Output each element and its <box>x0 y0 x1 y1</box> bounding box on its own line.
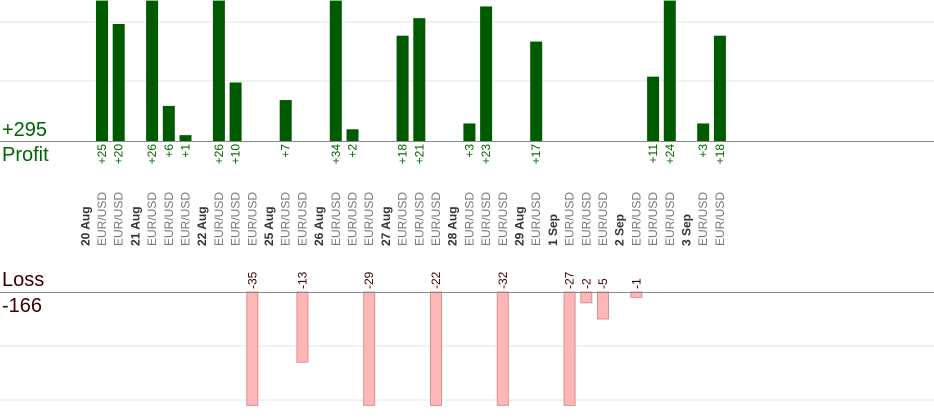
instrument-label: EUR/USD <box>95 192 109 246</box>
date-label: 28 Aug <box>446 206 460 246</box>
loss-bar <box>580 291 593 304</box>
profit-bar <box>112 24 125 141</box>
profit-value-label: +26 <box>212 144 226 165</box>
profit-bar <box>647 76 660 141</box>
profit-bar <box>396 35 409 142</box>
instrument-label: EUR/USD <box>713 192 727 246</box>
profit-bar <box>146 0 159 141</box>
loss-value-label: -29 <box>362 271 376 289</box>
profit-value-label: +10 <box>229 144 243 165</box>
loss-bar <box>430 291 442 406</box>
profit-value-label: +6 <box>162 144 176 158</box>
profit-value-label: +1 <box>179 144 193 158</box>
loss-bar <box>496 291 509 406</box>
profit-value-label: +17 <box>529 144 543 165</box>
profit-bar <box>96 0 108 141</box>
profit-bar <box>530 41 543 141</box>
profit-bar <box>346 129 359 141</box>
date-label: 27 Aug <box>379 206 393 246</box>
loss-bar <box>363 291 376 406</box>
date-label: 1 Sep <box>546 214 560 246</box>
profit-value-label: +11 <box>646 144 660 164</box>
instrument-label: EUR/USD <box>563 192 577 246</box>
instrument-label: EUR/USD <box>496 192 510 246</box>
profit-value-label: +3 <box>696 144 710 158</box>
date-label: 20 Aug <box>78 206 92 246</box>
loss-bar <box>246 291 259 406</box>
loss-value-label: -22 <box>429 271 443 289</box>
date-label: 26 Aug <box>312 206 326 246</box>
instrument-label: EUR/USD <box>179 192 193 246</box>
instrument-label: EUR/USD <box>295 192 309 246</box>
profit-bar <box>463 123 476 141</box>
loss-bar <box>563 291 576 406</box>
loss-value-label: -27 <box>563 271 577 289</box>
profit-value-label: +2 <box>346 144 360 158</box>
profit-value-label: +34 <box>329 144 343 165</box>
instrument-label: EUR/USD <box>229 192 243 246</box>
loss-value-label: -35 <box>245 271 259 289</box>
instrument-label: EUR/USD <box>245 192 259 246</box>
profit-value-label: +21 <box>412 144 426 165</box>
date-label: 29 Aug <box>513 206 527 246</box>
loss-value-label: -32 <box>496 271 510 289</box>
instrument-label: EUR/USD <box>145 192 159 246</box>
loss-label: Loss <box>2 269 45 291</box>
loss-total: -166 <box>2 295 43 317</box>
date-label: 22 Aug <box>195 206 209 246</box>
profit-bar <box>663 0 676 141</box>
profit-value-label: +18 <box>713 144 727 165</box>
instrument-label: EUR/USD <box>629 192 643 246</box>
loss-value-label: -13 <box>295 271 309 289</box>
instrument-label: EUR/USD <box>663 192 677 246</box>
date-label: 25 Aug <box>262 206 276 246</box>
profit-value-label: +25 <box>95 144 109 165</box>
profit-bar <box>229 82 242 141</box>
profit-label: Profit <box>2 144 49 166</box>
instrument-label: EUR/USD <box>429 192 443 246</box>
profit-value-label: +18 <box>396 144 410 165</box>
profit-value-label: +23 <box>479 144 493 165</box>
instrument-label: EUR/USD <box>396 192 410 246</box>
profit-bar <box>212 0 225 141</box>
profit-bar <box>480 6 493 142</box>
profit-value-label: +24 <box>663 144 677 165</box>
instrument-label: EUR/USD <box>412 192 426 246</box>
profit-value-label: +7 <box>279 144 293 158</box>
profit-value-label: +26 <box>145 144 159 165</box>
instrument-label: EUR/USD <box>279 192 293 246</box>
instrument-label: EUR/USD <box>362 192 376 246</box>
loss-bar <box>597 291 609 320</box>
instrument-label: EUR/USD <box>529 192 543 246</box>
instrument-label: EUR/USD <box>162 192 176 246</box>
profit-bar <box>179 135 192 141</box>
instrument-label: EUR/USD <box>596 192 610 246</box>
loss-bar <box>296 291 309 363</box>
profit-bar <box>329 0 342 141</box>
instrument-label: EUR/USD <box>696 192 710 246</box>
instrument-label: EUR/USD <box>346 192 360 246</box>
profit-bar <box>279 100 292 141</box>
instrument-label: EUR/USD <box>579 192 593 246</box>
instrument-label: EUR/USD <box>646 192 660 246</box>
profit-value-label: +20 <box>112 144 126 165</box>
instrument-label: EUR/USD <box>329 192 343 246</box>
instrument-label: EUR/USD <box>112 192 126 246</box>
profit-bar <box>713 35 726 142</box>
instrument-label: EUR/USD <box>479 192 493 246</box>
instrument-label: EUR/USD <box>462 192 476 246</box>
profit-value-label: +3 <box>462 144 476 158</box>
date-label: 21 Aug <box>128 206 142 246</box>
profit-total: +295 <box>2 119 48 141</box>
date-label: 2 Sep <box>613 214 627 246</box>
loss-value-label: -1 <box>629 278 643 289</box>
profit-bar <box>413 18 426 141</box>
instrument-label: EUR/USD <box>212 192 226 246</box>
profit-bar <box>162 105 175 141</box>
date-label: 3 Sep <box>680 214 694 246</box>
loss-value-label: -5 <box>596 278 610 289</box>
profit-bar <box>697 123 710 141</box>
loss-value-label: -2 <box>579 278 593 289</box>
